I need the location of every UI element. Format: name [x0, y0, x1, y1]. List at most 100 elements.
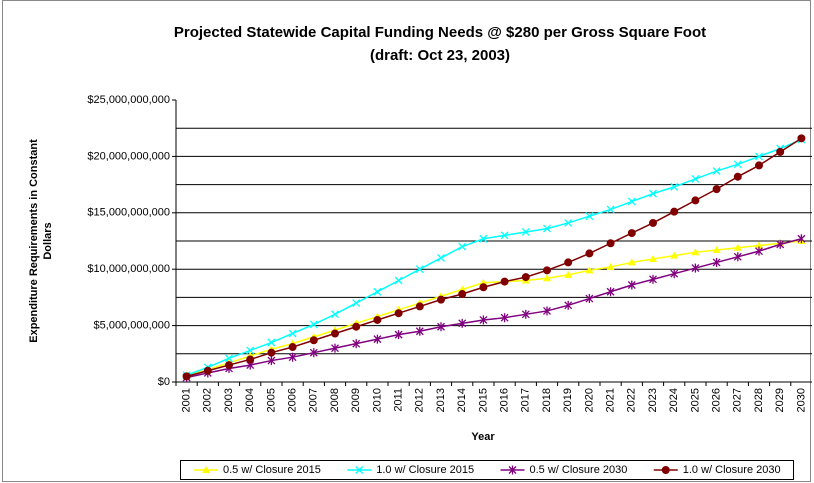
marker: [755, 241, 763, 249]
marker: [394, 330, 403, 340]
marker: [415, 265, 424, 274]
legend-marker: [508, 465, 517, 475]
marker: [288, 352, 297, 362]
x-tick-label: 2013: [435, 388, 447, 412]
marker: [331, 310, 339, 319]
x-tick-label: 2017: [520, 388, 532, 412]
marker: [712, 167, 721, 176]
marker-stroke: [564, 218, 573, 227]
marker-stroke: [479, 234, 488, 243]
y-tick-label: $20,000,000,000: [87, 150, 170, 162]
x-tick-label: 2006: [287, 388, 299, 412]
marker: [521, 228, 530, 236]
marker: [606, 205, 615, 214]
marker: [712, 246, 721, 254]
marker: [479, 315, 488, 325]
marker: [203, 366, 212, 375]
marker-stroke: [606, 205, 615, 214]
marker-stroke: [309, 320, 318, 329]
marker: [331, 343, 339, 353]
legend-item: 1.0 w/ Closure 2030: [653, 464, 781, 476]
marker-stroke: [394, 276, 403, 285]
marker: [543, 224, 551, 233]
marker: [331, 329, 339, 338]
marker: [479, 234, 488, 243]
x-tick-label: 2023: [647, 388, 659, 412]
marker: [373, 315, 382, 324]
marker: [437, 253, 445, 262]
x-tick-label: 2014: [456, 388, 468, 412]
marker: [627, 197, 636, 206]
marker: [733, 243, 742, 251]
marker-stroke: [458, 242, 467, 251]
legend-item: 0.5 w/ Closure 2030: [500, 464, 628, 476]
x-tick-label: 2003: [223, 388, 235, 412]
marker: [521, 309, 530, 319]
marker: [585, 249, 594, 258]
x-tick-label: 2010: [371, 388, 383, 412]
marker-stroke: [585, 212, 594, 221]
marker: [797, 234, 806, 244]
marker-stroke: [733, 160, 742, 169]
x-axis-label: Year: [471, 431, 495, 443]
x-tick-label: 2004: [244, 388, 256, 412]
marker: [691, 196, 700, 205]
marker: [564, 300, 573, 310]
x-tick-label: 2001: [181, 388, 193, 412]
marker-stroke: [246, 346, 255, 355]
marker: [733, 172, 742, 181]
x-tick-label: 2007: [308, 388, 320, 412]
marker-stroke: [288, 329, 297, 338]
marker-stroke: [691, 175, 700, 183]
x-tick-label: 2028: [753, 388, 765, 412]
marker-stroke: [437, 253, 445, 262]
marker: [670, 269, 679, 279]
marker: [627, 258, 636, 266]
marker: [288, 343, 297, 352]
marker: [246, 355, 255, 364]
series-line: [186, 240, 802, 377]
x-tick-label: 2020: [583, 388, 595, 412]
marker-stroke: [331, 310, 339, 319]
marker: [755, 246, 763, 256]
marker: [437, 322, 445, 332]
marker-stroke: [500, 231, 509, 240]
marker: [267, 348, 276, 357]
x-tick-label: 2002: [202, 388, 214, 412]
legend-label: 0.5 w/ Closure 2030: [530, 464, 628, 476]
marker: [712, 257, 721, 267]
x-tick-label: 2009: [350, 388, 362, 412]
series-line: [186, 138, 802, 376]
marker: [458, 242, 467, 251]
x-tick-label: 2019: [562, 388, 574, 412]
marker: [415, 302, 424, 311]
marker: [585, 266, 594, 274]
x-tick-label: 2029: [774, 388, 786, 412]
marker: [267, 356, 276, 366]
marker-stroke: [415, 265, 424, 274]
marker: [415, 326, 424, 336]
marker: [267, 338, 276, 347]
marker: [649, 218, 657, 227]
x-tick-label: 2005: [265, 388, 277, 412]
marker: [564, 258, 573, 267]
marker: [352, 339, 361, 349]
marker: [437, 295, 445, 304]
marker-stroke: [225, 354, 233, 363]
legend-label: 1.0 w/ Closure 2030: [683, 464, 781, 476]
marker: [712, 185, 721, 194]
y-tick-label: $0: [158, 376, 170, 388]
marker: [755, 152, 763, 161]
marker: [288, 329, 297, 338]
chart-subtitle: (draft: Oct 23, 2003): [370, 47, 510, 64]
marker-stroke: [712, 167, 721, 176]
marker-stroke: [355, 466, 364, 474]
marker-stroke: [755, 152, 763, 161]
marker: [543, 274, 551, 282]
x-tick-label: 2016: [499, 388, 511, 412]
legend-label: 1.0 w/ Closure 2015: [376, 464, 474, 476]
y-tick-label: $5,000,000,000: [94, 320, 170, 332]
y-tick-label: $15,000,000,000: [87, 207, 170, 219]
marker: [755, 161, 763, 170]
